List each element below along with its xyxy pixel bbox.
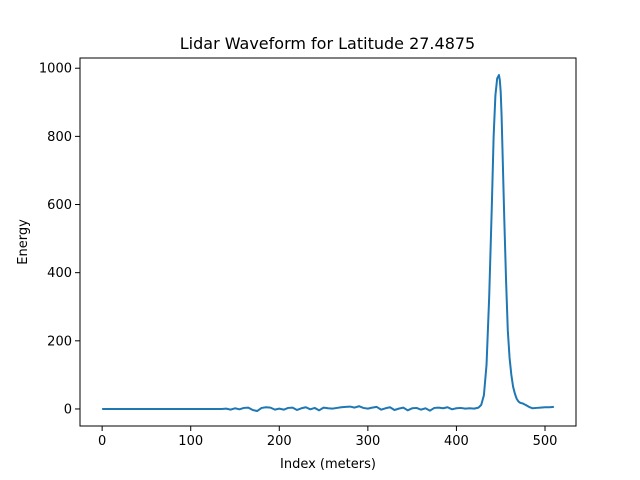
- series-line: [102, 74, 554, 413]
- x-tick-label: 400: [444, 434, 469, 449]
- chart-title: Lidar Waveform for Latitude 27.4875: [180, 34, 475, 53]
- x-tick-label: 300: [355, 434, 380, 449]
- y-tick-label: 200: [47, 334, 72, 349]
- x-axis-label: Index (meters): [280, 457, 376, 472]
- x-tick-label: 500: [533, 434, 558, 449]
- y-tick-label: 600: [47, 198, 72, 213]
- y-tick-label: 0: [64, 402, 72, 417]
- y-axis-label: Energy: [16, 219, 31, 265]
- axes-frame: [79, 57, 577, 427]
- plot-area: [102, 74, 554, 413]
- y-axis-ticks: 0 200 400 600 800 1000: [39, 62, 80, 417]
- x-tick-label: 100: [178, 434, 203, 449]
- x-tick-label: 0: [98, 434, 106, 449]
- x-axis-ticks: 0 100 200 300 400 500: [98, 426, 557, 449]
- y-tick-label: 1000: [39, 62, 72, 77]
- y-tick-label: 400: [47, 266, 72, 281]
- y-tick-label: 800: [47, 130, 72, 145]
- x-tick-label: 200: [267, 434, 292, 449]
